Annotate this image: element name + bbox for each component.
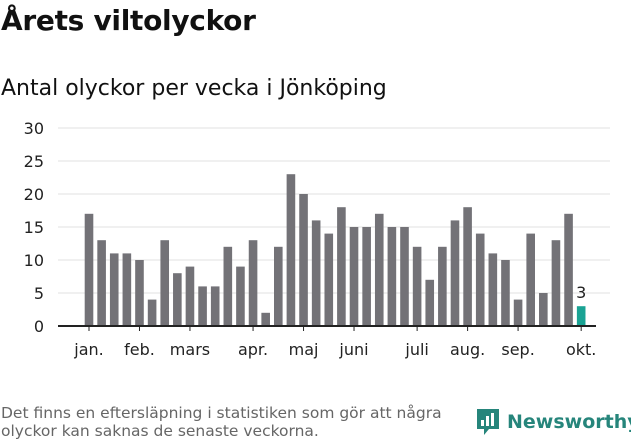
bar-chart: 0 5 10 15 20 25 30 jan. feb. mars apr. maj juni juli a… bbox=[24, 119, 610, 359]
y-tick-label: 5 bbox=[34, 284, 44, 303]
bar bbox=[109, 253, 119, 326]
bar bbox=[97, 240, 106, 326]
bar bbox=[438, 246, 447, 326]
bar bbox=[248, 240, 258, 326]
x-tick-label: feb. bbox=[124, 340, 155, 359]
bar bbox=[539, 293, 548, 326]
x-tick-label: maj bbox=[289, 340, 319, 359]
y-tick-label: 20 bbox=[24, 185, 44, 204]
newsworthy-icon bbox=[477, 409, 499, 435]
bar bbox=[387, 227, 397, 326]
bar bbox=[564, 213, 573, 326]
bar bbox=[501, 260, 510, 326]
x-tick-label: sep. bbox=[501, 340, 534, 359]
bar bbox=[147, 299, 157, 326]
newsworthy-logo[interactable]: Newsworthy bbox=[475, 407, 631, 437]
x-tick-label: jan. bbox=[73, 340, 103, 359]
y-tick-label: 15 bbox=[24, 218, 44, 237]
data-label-latest: 3 bbox=[576, 283, 586, 302]
bar bbox=[349, 227, 359, 326]
bar bbox=[374, 213, 384, 326]
bar-latest bbox=[576, 306, 586, 326]
footnote: Det finns en eftersläpning i statistiken… bbox=[1, 404, 442, 440]
x-tick-label: mars bbox=[170, 340, 210, 359]
bar bbox=[261, 312, 270, 326]
bar bbox=[198, 286, 207, 326]
bar bbox=[122, 253, 132, 326]
chart-subtitle: Antal olyckor per vecka i Jönköping bbox=[1, 76, 387, 101]
bar bbox=[210, 286, 220, 326]
bar bbox=[450, 220, 460, 326]
bar bbox=[84, 213, 94, 326]
bar bbox=[274, 246, 283, 326]
bar bbox=[551, 240, 561, 326]
bar bbox=[311, 220, 321, 326]
y-tick-label: 25 bbox=[24, 152, 44, 171]
bar bbox=[425, 279, 435, 326]
bar bbox=[488, 253, 498, 326]
bar bbox=[299, 194, 308, 326]
bar bbox=[173, 273, 182, 326]
bar bbox=[236, 266, 245, 326]
y-tick-label: 0 bbox=[34, 317, 44, 336]
bar bbox=[412, 246, 422, 326]
x-tick-label: juni bbox=[338, 340, 368, 359]
bar bbox=[185, 266, 195, 326]
bar bbox=[400, 227, 409, 326]
bar bbox=[513, 299, 523, 326]
bar bbox=[337, 207, 346, 326]
x-tick-label: aug. bbox=[450, 340, 485, 359]
bar bbox=[324, 233, 334, 326]
y-tick-label: 30 bbox=[24, 119, 44, 138]
bar bbox=[463, 207, 472, 326]
x-tick-label: apr. bbox=[238, 340, 268, 359]
bar bbox=[362, 227, 371, 326]
bar bbox=[160, 240, 170, 326]
bar bbox=[526, 233, 535, 326]
bar bbox=[286, 174, 296, 326]
bar bbox=[223, 246, 233, 326]
bar bbox=[475, 233, 485, 326]
chart-title: Årets viltolyckor bbox=[1, 4, 256, 37]
brand-label: Newsworthy bbox=[507, 411, 631, 433]
y-tick-label: 10 bbox=[24, 251, 44, 270]
x-tick-label: juli bbox=[404, 340, 428, 359]
x-tick-label: okt. bbox=[566, 340, 596, 359]
bar bbox=[135, 260, 144, 326]
